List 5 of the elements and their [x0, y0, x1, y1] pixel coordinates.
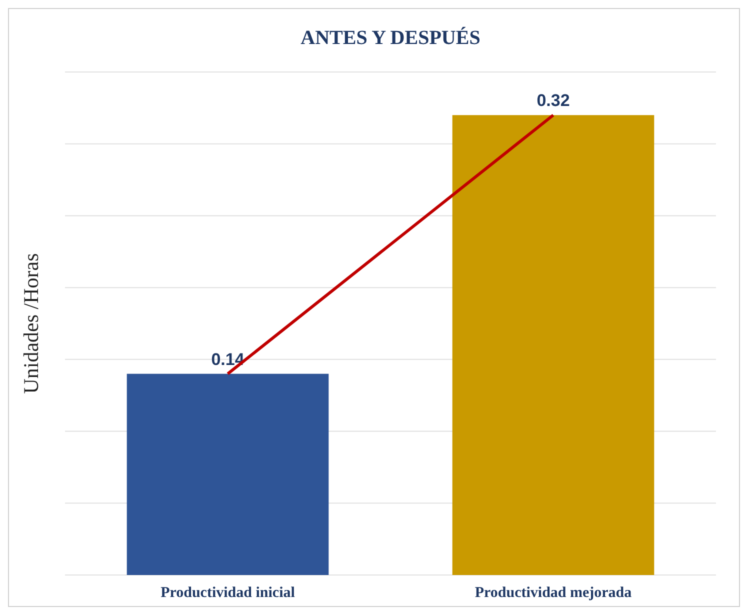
x-tick-label: Productividad inicial	[160, 585, 295, 601]
chart-title: ANTES Y DESPUÉS	[300, 26, 480, 49]
data-label: 0.32	[536, 91, 570, 110]
x-tick-label: Productividad mejorada	[474, 585, 632, 601]
y-axis-title: Unidades /Horas	[19, 253, 43, 394]
